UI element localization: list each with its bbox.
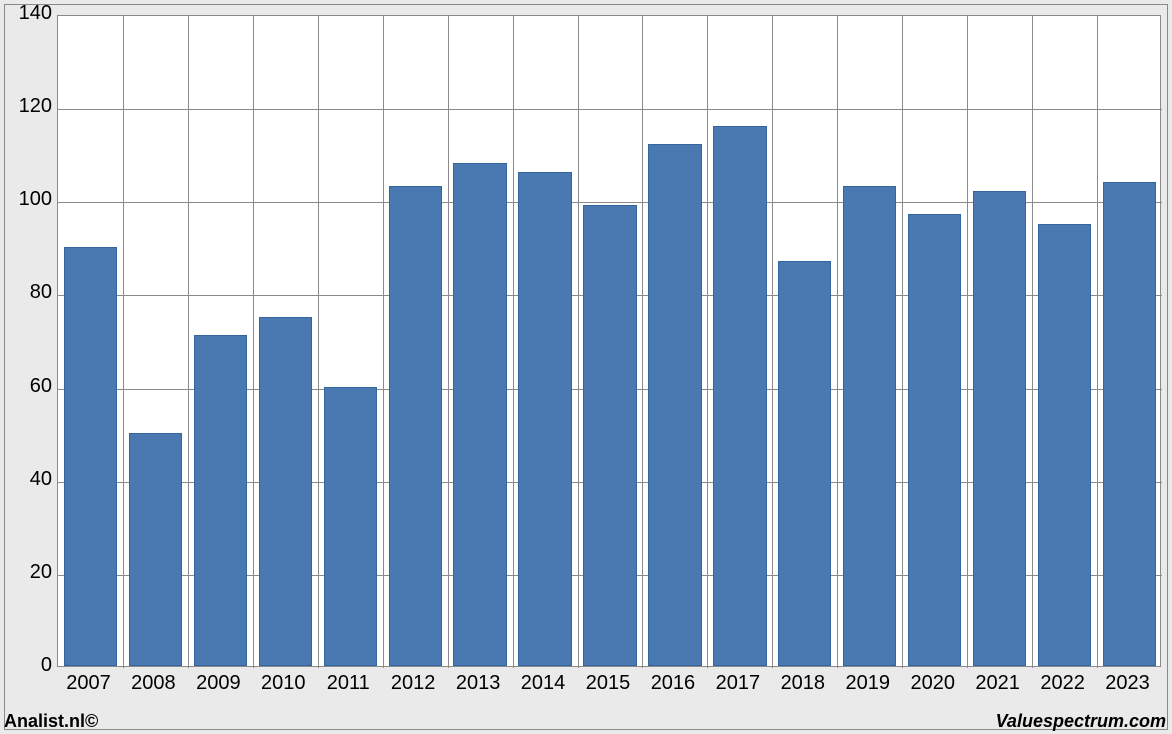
- bar: [973, 191, 1026, 666]
- ytick-label: 40: [6, 468, 52, 491]
- gridline-v: [1032, 16, 1033, 668]
- xtick-label: 2010: [251, 672, 316, 695]
- gridline-v: [318, 16, 319, 668]
- plot-area: [57, 15, 1161, 667]
- bar: [648, 144, 701, 666]
- gridline-v: [837, 16, 838, 668]
- bar: [1038, 224, 1091, 666]
- ytick-label: 60: [6, 375, 52, 398]
- bar: [129, 433, 182, 666]
- gridline-v: [448, 16, 449, 668]
- chart-panel: [4, 4, 1168, 730]
- gridline-v: [383, 16, 384, 668]
- gridline-v: [1097, 16, 1098, 668]
- chart-container: Analist.nl© Valuespectrum.com 0 20 40 60 80 1…: [0, 0, 1172, 734]
- footer-left: Analist.nl©: [4, 711, 98, 732]
- xtick-label: 2020: [900, 672, 965, 695]
- xtick-label: 2008: [121, 672, 186, 695]
- ytick-label: 20: [6, 561, 52, 584]
- gridline-v: [967, 16, 968, 668]
- bar: [778, 261, 831, 666]
- bar: [713, 126, 766, 666]
- xtick-label: 2022: [1030, 672, 1095, 695]
- gridline-v: [642, 16, 643, 668]
- gridline-v: [253, 16, 254, 668]
- xtick-label: 2015: [576, 672, 641, 695]
- xtick-label: 2023: [1095, 672, 1160, 695]
- xtick-label: 2013: [446, 672, 511, 695]
- ytick-label: 80: [6, 281, 52, 304]
- ytick-label: 100: [6, 188, 52, 211]
- gridline-h: [58, 109, 1162, 110]
- xtick-label: 2009: [186, 672, 251, 695]
- gridline-v: [902, 16, 903, 668]
- gridline-v: [513, 16, 514, 668]
- xtick-label: 2011: [316, 672, 381, 695]
- bar: [194, 335, 247, 666]
- ytick-label: 140: [6, 2, 52, 25]
- bar: [64, 247, 117, 666]
- xtick-label: 2012: [381, 672, 446, 695]
- xtick-label: 2016: [640, 672, 705, 695]
- ytick-label: 0: [6, 654, 52, 677]
- bar: [259, 317, 312, 666]
- bar: [518, 172, 571, 666]
- bar: [1103, 182, 1156, 666]
- gridline-v: [707, 16, 708, 668]
- xtick-label: 2021: [965, 672, 1030, 695]
- xtick-label: 2018: [770, 672, 835, 695]
- gridline-v: [772, 16, 773, 668]
- xtick-label: 2014: [511, 672, 576, 695]
- ytick-label: 120: [6, 95, 52, 118]
- gridline-v: [578, 16, 579, 668]
- bar: [453, 163, 506, 666]
- bar: [583, 205, 636, 666]
- xtick-label: 2007: [56, 672, 121, 695]
- gridline-v: [123, 16, 124, 668]
- xtick-label: 2017: [705, 672, 770, 695]
- gridline-v: [188, 16, 189, 668]
- bar: [908, 214, 961, 666]
- bar: [389, 186, 442, 666]
- bar: [843, 186, 896, 666]
- bar: [324, 387, 377, 666]
- footer-right: Valuespectrum.com: [996, 711, 1166, 732]
- xtick-label: 2019: [835, 672, 900, 695]
